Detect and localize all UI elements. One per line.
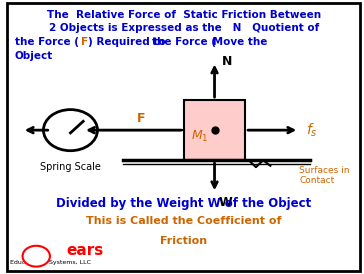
Text: $M_1$: $M_1$	[191, 129, 209, 144]
Text: This is Called the Coefficient of: This is Called the Coefficient of	[86, 216, 282, 226]
Text: The  Relative Force of  Static Friction Between: The Relative Force of Static Friction Be…	[47, 10, 321, 19]
Text: Educational Systems, LLC: Educational Systems, LLC	[10, 260, 91, 265]
Text: 2 Objects is Expressed as the   N   Quotient of: 2 Objects is Expressed as the N Quotient…	[49, 23, 319, 33]
Text: G: G	[28, 247, 44, 266]
Text: Surfaces in
Contact: Surfaces in Contact	[299, 166, 350, 185]
FancyBboxPatch shape	[184, 100, 245, 160]
Text: Friction: Friction	[161, 236, 207, 246]
Text: Divided by the Weight W of the Object: Divided by the Weight W of the Object	[56, 197, 312, 210]
Text: W: W	[218, 196, 232, 209]
Text: ) Required to             Move the: ) Required to Move the	[88, 37, 268, 47]
Text: the Force (: the Force (	[15, 37, 79, 47]
Circle shape	[43, 110, 98, 151]
Text: F: F	[81, 37, 88, 47]
Text: the Force (: the Force (	[152, 37, 216, 47]
Text: ears: ears	[67, 243, 104, 258]
Text: F: F	[136, 112, 145, 125]
Text: $f_s$: $f_s$	[306, 121, 318, 139]
Text: Object: Object	[15, 51, 53, 61]
Text: Spring Scale: Spring Scale	[40, 162, 101, 172]
Circle shape	[23, 246, 50, 267]
Text: N: N	[222, 55, 232, 68]
